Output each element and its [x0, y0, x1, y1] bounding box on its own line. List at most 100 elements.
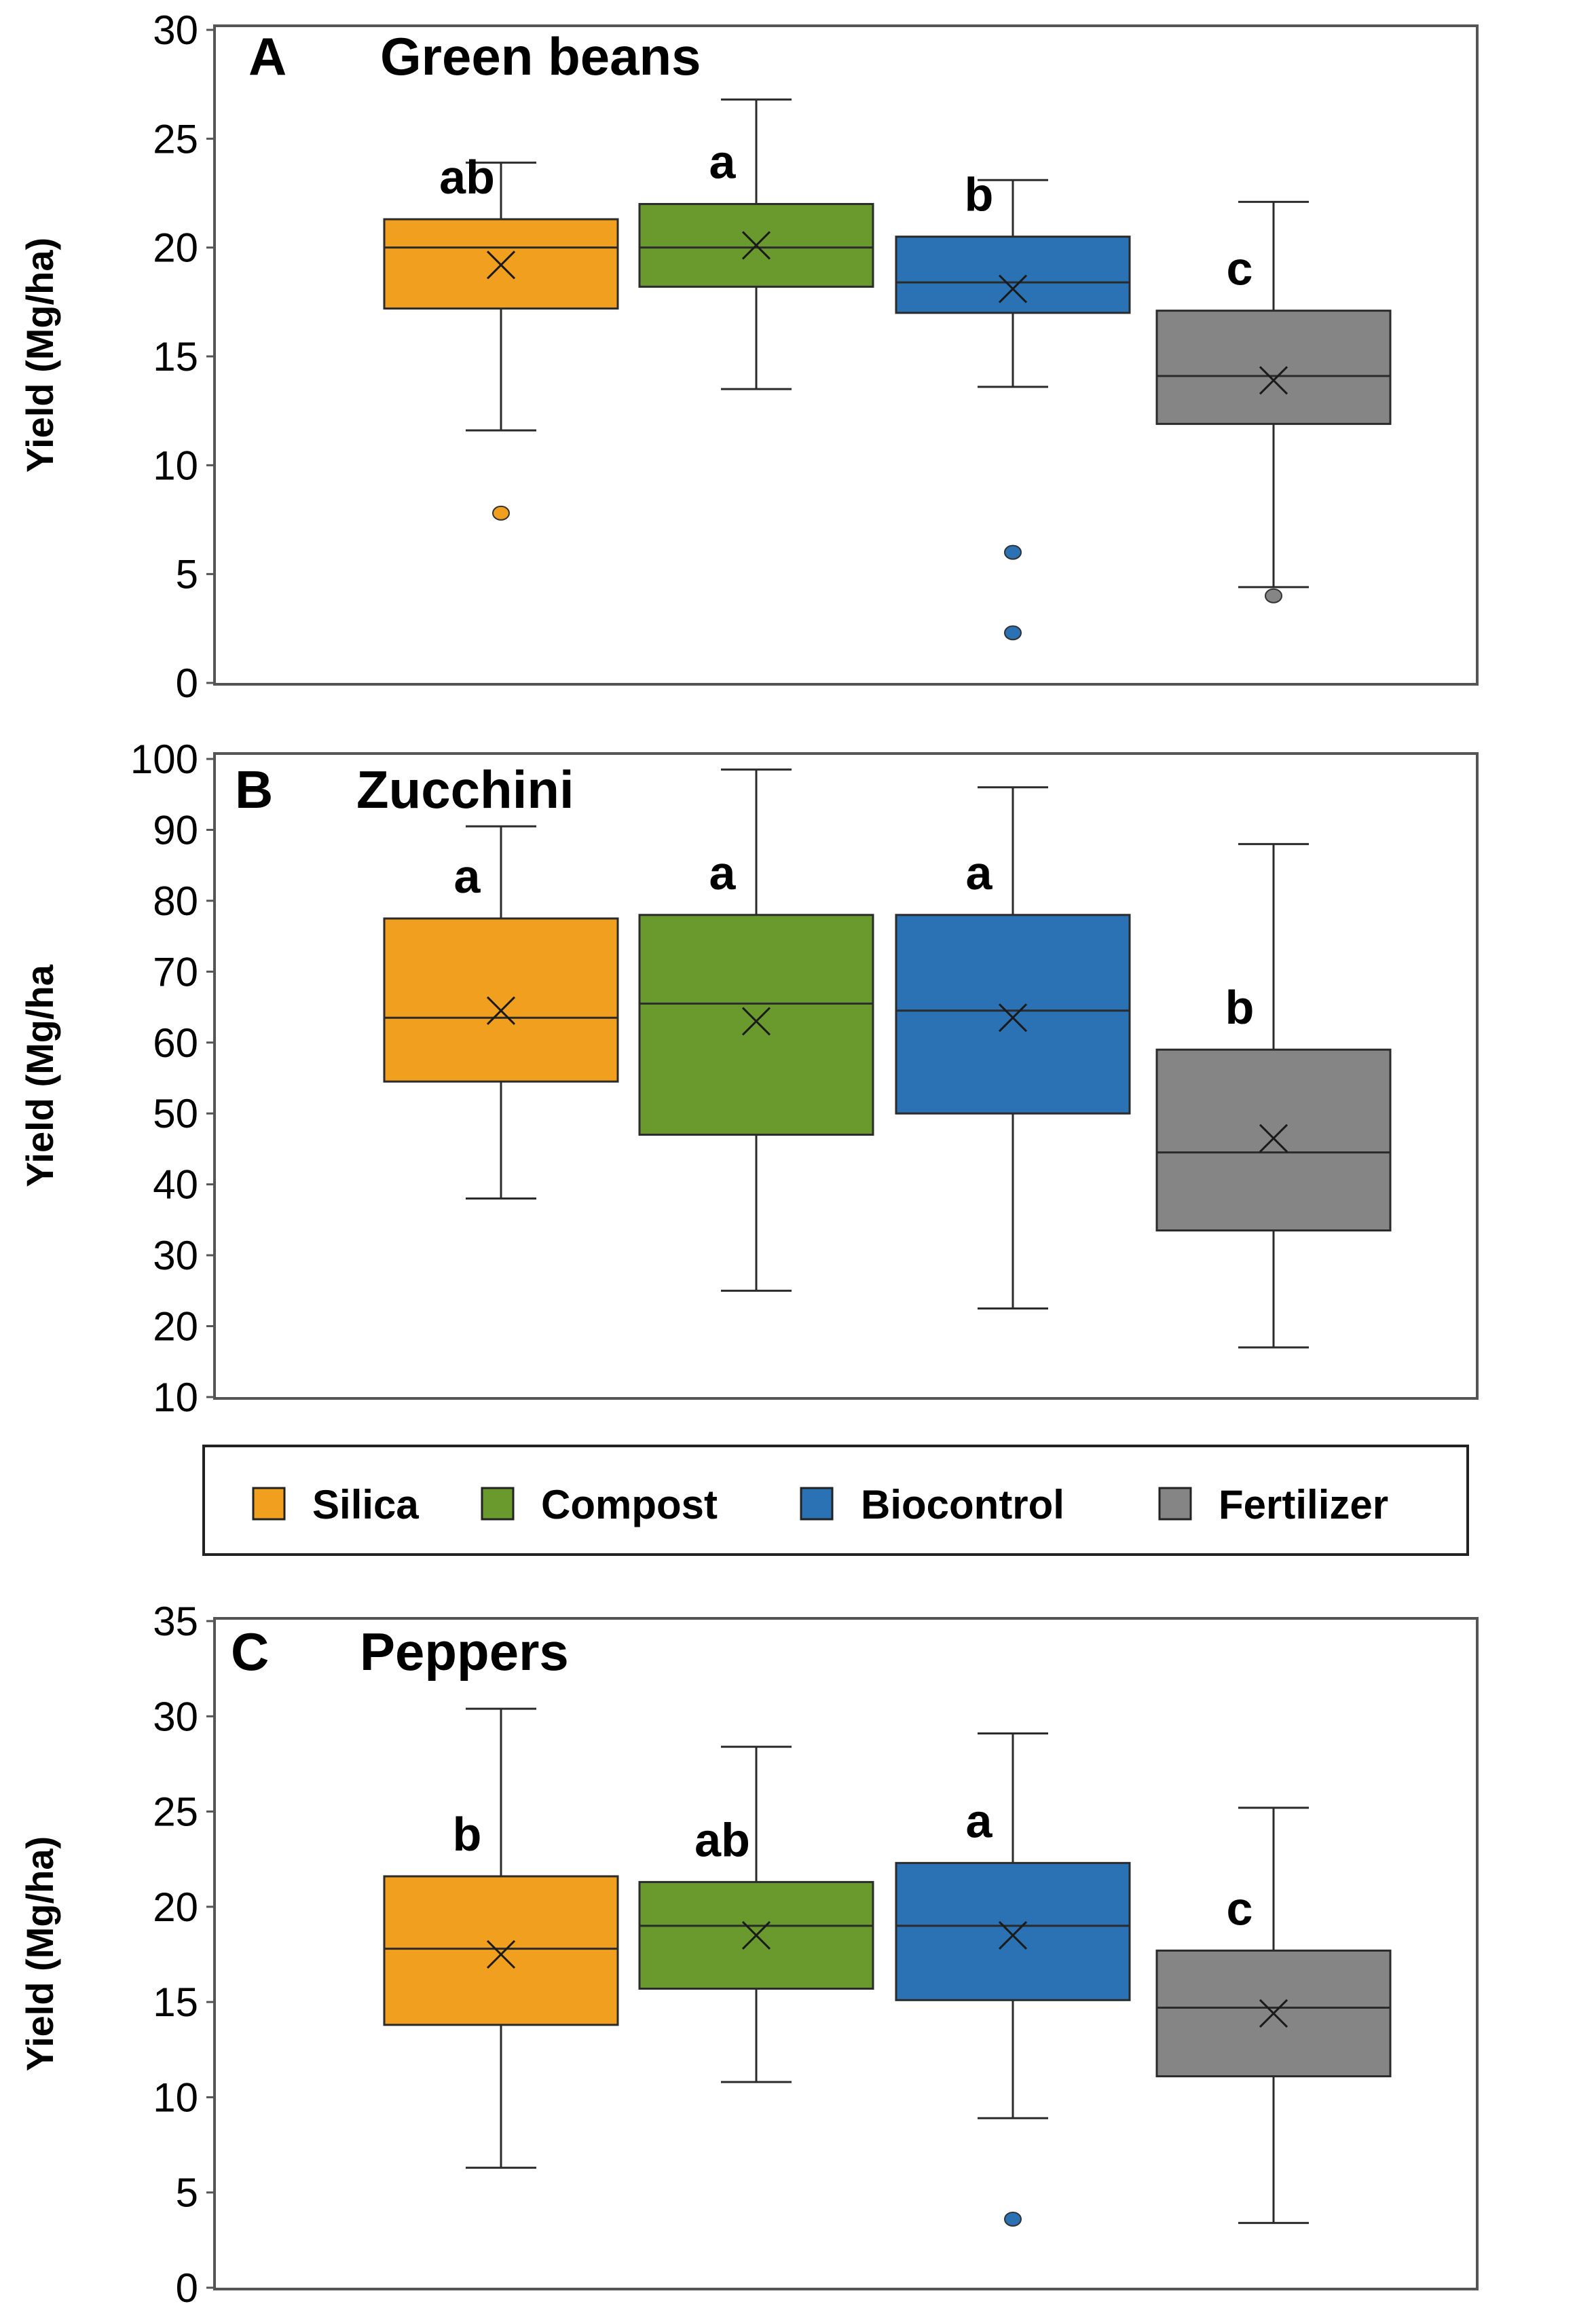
mean-marker [1259, 1999, 1288, 2028]
y-tick-label: 10 [153, 2075, 198, 2120]
panel-a-frame [213, 24, 1479, 686]
panel-c-frame [213, 1617, 1479, 2290]
y-tick-label: 30 [153, 7, 198, 53]
y-tick-label: 30 [153, 1694, 198, 1739]
y-tick-label: 0 [176, 661, 198, 706]
box-compost: ab [638, 1745, 874, 2083]
y-tick-label: 20 [153, 1304, 198, 1350]
box-biocontrol: a [895, 1732, 1131, 2227]
significance-letter: a [709, 847, 737, 899]
mean-marker [486, 250, 516, 280]
box-iqr [895, 914, 1131, 1115]
mean-marker [486, 996, 516, 1025]
y-tick-label: 15 [153, 1980, 198, 2025]
box-biocontrol: b [895, 168, 1131, 641]
y-tick-label: 20 [153, 1884, 198, 1930]
outlier-point [1004, 544, 1022, 560]
outlier-point [1265, 588, 1282, 603]
legend-label-fertilizer: Fertilizer [1219, 1482, 1388, 1527]
y-tick-label: 10 [153, 443, 198, 488]
y-tick-label: 100 [130, 737, 198, 782]
panel-green-beans: Yield (Mg/ha) A Green beans 0 5 10 15 20 25 30… [18, 7, 1479, 706]
box-biocontrol: a [895, 786, 1131, 1309]
significance-letter: c [1227, 1882, 1253, 1935]
y-tick-label: 80 [153, 878, 198, 924]
panel-letter: B [235, 760, 273, 819]
y-tick-label: 40 [153, 1162, 198, 1208]
significance-letter: b [453, 1808, 482, 1861]
box-silica: ab [383, 151, 619, 521]
panel-letter: A [248, 26, 286, 86]
y-tick-label: 90 [153, 807, 198, 853]
box-fertilizer: b [1155, 842, 1392, 1349]
y-axis-label: Yield (Mg/ha [18, 964, 61, 1187]
box-iqr [1155, 1949, 1392, 2078]
box-fertilizer: c [1155, 200, 1392, 603]
significance-letter: a [454, 850, 481, 903]
panel-b-frame [213, 752, 1479, 1400]
legend-label-compost: Compost [541, 1482, 718, 1527]
significance-letter: a [966, 847, 993, 899]
mean-marker [1259, 366, 1288, 395]
box-iqr [895, 1861, 1131, 2001]
y-tick-label: 50 [153, 1091, 198, 1136]
box-iqr [895, 236, 1131, 314]
y-tick-label: 60 [153, 1020, 198, 1066]
significance-letter: c [1227, 242, 1253, 295]
legend-swatch-silica [252, 1487, 286, 1521]
mean-marker [741, 231, 771, 260]
mean-marker [998, 1920, 1028, 1950]
panel-title: Green beans [380, 26, 701, 86]
box-iqr [383, 1875, 619, 2026]
y-axis-label: Yield (Mg/ha) [18, 1836, 61, 2071]
legend-swatch-fertilizer [1158, 1487, 1192, 1521]
mean-marker [741, 1007, 771, 1036]
y-tick-label: 25 [153, 1789, 198, 1835]
significance-letter: ab [439, 151, 495, 204]
box-silica: b [383, 1707, 619, 2169]
y-tick-label: 20 [153, 225, 198, 271]
outlier-point [1004, 625, 1022, 641]
significance-letter: a [966, 1794, 993, 1847]
y-tick-label: 35 [153, 1599, 198, 1644]
mean-marker [998, 274, 1028, 303]
box-iqr [638, 914, 874, 1136]
significance-letter: a [709, 136, 737, 189]
legend-label-silica: Silica [312, 1482, 419, 1527]
legend-label-biocontrol: Biocontrol [861, 1482, 1064, 1527]
outlier-point [1004, 2211, 1022, 2227]
y-tick-label: 25 [153, 116, 198, 162]
significance-letter: ab [694, 1813, 750, 1866]
y-tick-label: 70 [153, 949, 198, 995]
legend-swatch-biocontrol [800, 1487, 834, 1521]
significance-letter: b [965, 168, 994, 221]
panel-title: Peppers [360, 1622, 569, 1681]
legend-frame [202, 1445, 1469, 1556]
box-compost: a [638, 98, 874, 390]
panel-letter: C [231, 1622, 269, 1681]
mean-marker [741, 1920, 771, 1950]
mean-marker [1259, 1123, 1288, 1153]
y-tick-label: 0 [176, 2265, 198, 2304]
panel-peppers: Yield (Mg/ha) C Peppers 0 5 10 15 20 25 30 35 b… [18, 1599, 1479, 2304]
box-iqr [1155, 310, 1392, 425]
y-axis-label: Yield (Mg/ha) [18, 238, 61, 472]
outlier-point [492, 505, 510, 521]
box-fertilizer: c [1155, 1806, 1392, 2225]
box-iqr [383, 917, 619, 1083]
y-tick-label: 10 [153, 1375, 198, 1420]
panel-zucchini: Yield (Mg/ha B Zucchini 10 20 30 40 50 60 70 80… [18, 737, 1479, 1420]
y-tick-label: 5 [176, 2170, 198, 2216]
panel-title: Zucchini [356, 760, 574, 819]
box-compost: a [638, 768, 874, 1292]
y-tick-label: 30 [153, 1233, 198, 1278]
box-silica: a [383, 825, 619, 1200]
y-tick-label: 5 [176, 552, 198, 597]
significance-letter: b [1225, 981, 1255, 1034]
mean-marker [998, 1003, 1028, 1033]
mean-marker [486, 1939, 516, 1969]
legend-swatch-compost [481, 1487, 515, 1521]
box-iqr [1155, 1048, 1392, 1232]
legend: Silica Compost Biocontrol Fertilizer [202, 1445, 1469, 1556]
